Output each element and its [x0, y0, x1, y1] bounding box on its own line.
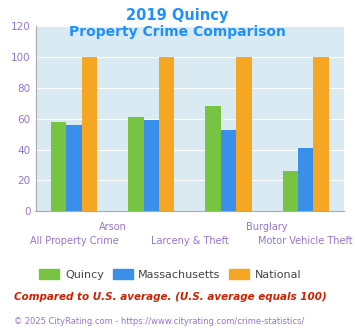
Bar	[143, 120, 159, 211]
Text: Larceny & Theft: Larceny & Theft	[151, 236, 229, 246]
Text: Compared to U.S. average. (U.S. average equals 100): Compared to U.S. average. (U.S. average …	[14, 292, 327, 302]
Text: © 2025 CityRating.com - https://www.cityrating.com/crime-statistics/: © 2025 CityRating.com - https://www.city…	[14, 317, 305, 326]
Text: Motor Vehicle Theft: Motor Vehicle Theft	[258, 236, 353, 246]
Text: Property Crime Comparison: Property Crime Comparison	[69, 25, 286, 39]
Text: All Property Crime: All Property Crime	[30, 236, 119, 246]
Bar	[66, 125, 82, 211]
Bar	[236, 57, 252, 211]
Bar	[221, 130, 236, 211]
Text: Arson: Arson	[99, 222, 127, 232]
Bar	[283, 171, 298, 211]
Bar	[298, 148, 313, 211]
Text: 2019 Quincy: 2019 Quincy	[126, 8, 229, 23]
Bar	[128, 117, 143, 211]
Bar	[82, 57, 97, 211]
Bar	[205, 107, 221, 211]
Text: Burglary: Burglary	[246, 222, 288, 232]
Bar	[313, 57, 329, 211]
Bar	[159, 57, 174, 211]
Bar	[51, 122, 66, 211]
Legend: Quincy, Massachusetts, National: Quincy, Massachusetts, National	[35, 265, 306, 284]
